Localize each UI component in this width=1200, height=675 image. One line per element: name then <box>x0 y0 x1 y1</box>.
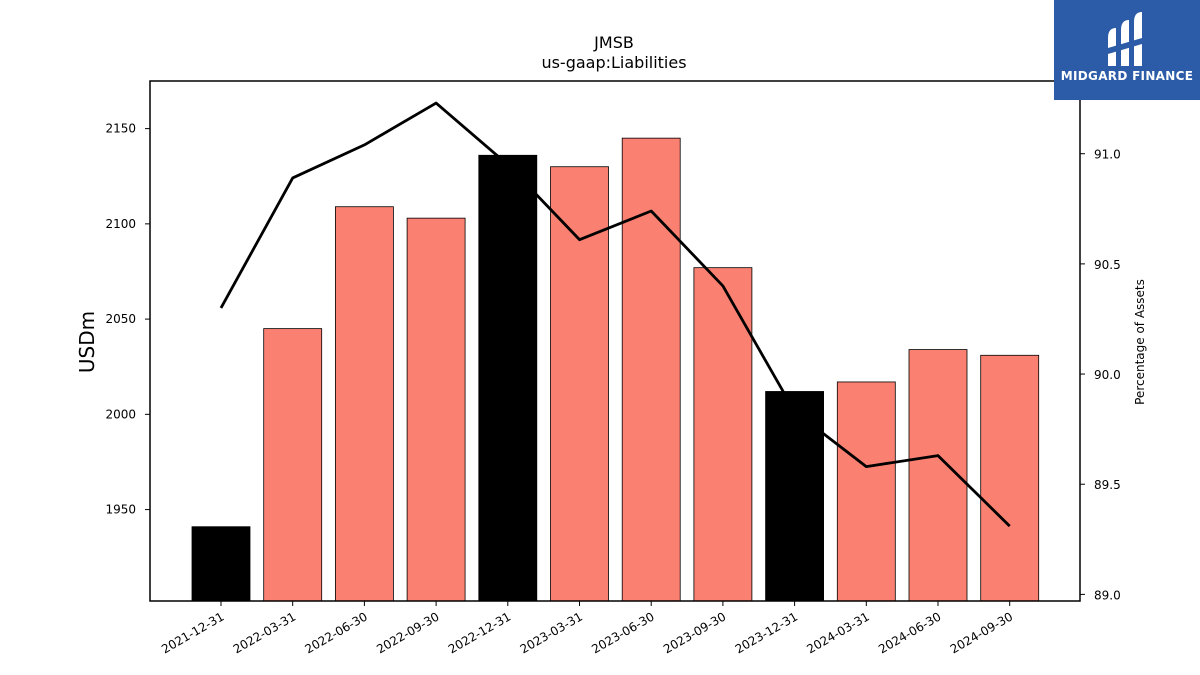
bar <box>191 526 251 602</box>
y-tick-label: 2000 <box>105 407 136 421</box>
y-tick-label: 2100 <box>105 217 136 231</box>
bar <box>478 154 538 602</box>
y2-tick-label: 91.0 <box>1094 148 1121 162</box>
x-tick-label: 2023-09-30 <box>661 609 728 656</box>
y2-tick-label: 90.5 <box>1094 258 1121 272</box>
x-tick-label: 2022-06-30 <box>302 609 369 656</box>
x-tick-label: 2024-06-30 <box>876 609 943 656</box>
bar <box>263 328 323 602</box>
bar <box>765 391 824 602</box>
y2-tick-label: 89.5 <box>1094 478 1121 492</box>
brand-logo: MIDGARD FINANCE <box>1054 0 1200 100</box>
y-tick-label: 1950 <box>105 503 136 517</box>
x-tick-label: 2022-03-31 <box>231 609 298 656</box>
x-tick-label: 2023-03-31 <box>518 609 585 656</box>
chart-title: JMSB <box>593 33 634 52</box>
bar <box>693 267 753 602</box>
x-tick-label: 2024-09-30 <box>948 609 1015 656</box>
x-tick-label: 2023-12-31 <box>733 609 800 656</box>
x-tick-label: 2021-12-31 <box>159 609 226 656</box>
x-tick-label: 2024-03-31 <box>804 609 871 656</box>
bar <box>334 206 394 602</box>
x-tick-label: 2022-12-31 <box>446 609 513 656</box>
bar <box>406 217 466 602</box>
y-tick-label: 2150 <box>105 122 136 136</box>
chart-subtitle: us-gaap:Liabilities <box>541 53 686 72</box>
x-tick-label: 2023-06-30 <box>589 609 656 656</box>
line-series <box>219 101 1011 528</box>
logo-text: MIDGARD FINANCE <box>1060 69 1194 83</box>
y-axis-label: USDm <box>75 311 99 373</box>
x-tick-label: 2022-09-30 <box>374 609 441 656</box>
plot-frame <box>149 80 1081 602</box>
bar <box>621 137 681 602</box>
logo-mark-icon <box>1108 12 1142 66</box>
bar <box>980 354 1040 602</box>
y2-axis-label: Percentage of Assets <box>1133 279 1147 405</box>
y2-tick-label: 90.0 <box>1094 368 1121 382</box>
y2-tick-label: 89.0 <box>1094 588 1121 602</box>
bar <box>836 381 896 602</box>
plot-area: 1950 2000 2050 2100 2150 89.0 89.5 90.0 90.5 91.0… <box>105 80 1121 656</box>
y-tick-label: 2050 <box>105 312 136 326</box>
